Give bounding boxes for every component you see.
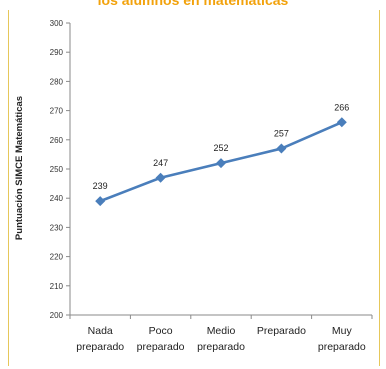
y-tick-label: 260: [50, 136, 64, 145]
data-label: 252: [213, 143, 228, 153]
data-point-marker: [216, 158, 226, 169]
x-tick-label: preparado: [318, 341, 366, 353]
data-label: 239: [93, 181, 108, 191]
x-tick-label: Muy: [332, 325, 353, 337]
data-label: 257: [274, 129, 289, 139]
y-tick-label: 270: [50, 107, 64, 116]
data-point-marker: [336, 117, 347, 128]
data-point-marker: [276, 143, 287, 154]
y-axis-title: Puntuación SIMCE Matemáticas: [14, 96, 25, 240]
data-point-marker: [95, 196, 106, 207]
y-tick-label: 220: [50, 253, 64, 262]
x-tick-label: Medio: [207, 325, 236, 337]
x-tick-label: preparado: [197, 341, 245, 353]
y-tick-label: 280: [50, 77, 64, 86]
x-tick-label: Nada: [88, 325, 113, 337]
y-tick-label: 290: [50, 48, 64, 57]
chart-title: los alumnos en matemáticas: [97, 0, 289, 8]
x-tick-label: preparado: [76, 341, 124, 353]
y-tick-label: 240: [50, 194, 64, 203]
x-tick-label: Preparado: [257, 325, 306, 337]
y-tick-label: 200: [50, 311, 64, 320]
data-point-marker: [155, 172, 166, 183]
y-tick-label: 250: [50, 165, 64, 174]
data-label: 247: [153, 158, 168, 168]
title-strip: los alumnos en matemáticas: [8, 0, 378, 10]
chart-frame: [8, 10, 380, 366]
data-label: 266: [334, 102, 349, 112]
y-tick-label: 300: [50, 19, 64, 28]
y-tick-label: 230: [50, 223, 64, 232]
x-tick-label: preparado: [137, 341, 185, 353]
x-tick-label: Poco: [149, 325, 173, 337]
y-tick-label: 210: [50, 282, 64, 291]
